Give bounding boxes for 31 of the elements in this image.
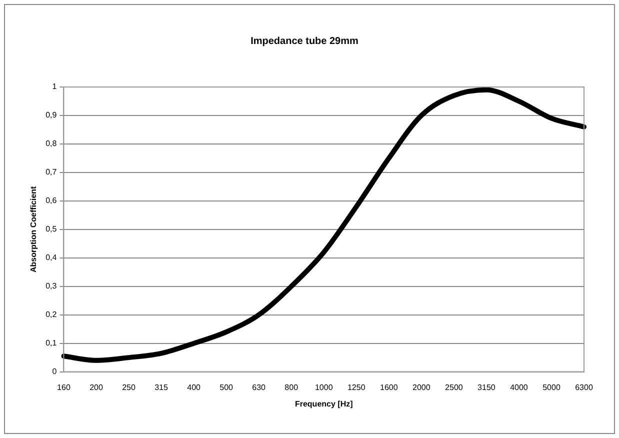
x-tick-label: 6300 xyxy=(575,382,594,392)
x-tick-label: 500 xyxy=(220,382,234,392)
y-tick-label: 0,3 xyxy=(46,282,58,291)
x-tick-label: 250 xyxy=(122,382,136,392)
x-tick-label: 400 xyxy=(187,382,202,392)
y-tick-label: 0 xyxy=(52,367,58,376)
y-tick-label: 0,7 xyxy=(46,168,58,177)
y-tick-label: 0,1 xyxy=(46,338,58,348)
x-tick-label: 3150 xyxy=(478,382,496,392)
y-tick-label: 1 xyxy=(52,82,58,92)
x-tick-label: 630 xyxy=(252,382,266,392)
x-tick-label: 160 xyxy=(57,382,71,392)
x-tick-label: 4000 xyxy=(510,382,528,392)
x-tick-label: 2500 xyxy=(445,382,464,392)
y-tick-label: 0,5 xyxy=(46,224,58,234)
chart-title: Impedance tube 29mm xyxy=(250,36,359,47)
y-tick-label: 0,2 xyxy=(46,310,58,320)
x-tick-label: 200 xyxy=(90,382,104,392)
x-tick-label: 1600 xyxy=(380,382,398,392)
y-tick-label: 0,8 xyxy=(46,139,58,148)
x-tick-label: 1250 xyxy=(347,382,366,392)
x-tick-label: 2000 xyxy=(412,382,431,392)
y-axis-title: Absorption Coefficient xyxy=(29,186,38,273)
x-axis-title: Frequency [Hz] xyxy=(294,399,354,408)
y-tick-label: 0,9 xyxy=(46,110,58,120)
y-tick-label: 0,6 xyxy=(46,196,58,206)
x-tick-label: 800 xyxy=(284,382,299,392)
y-tick-label: 0,4 xyxy=(46,253,58,262)
x-tick-label: 315 xyxy=(154,382,168,392)
x-tick-label: 1000 xyxy=(314,382,334,392)
x-tick-label: 5000 xyxy=(542,382,561,392)
